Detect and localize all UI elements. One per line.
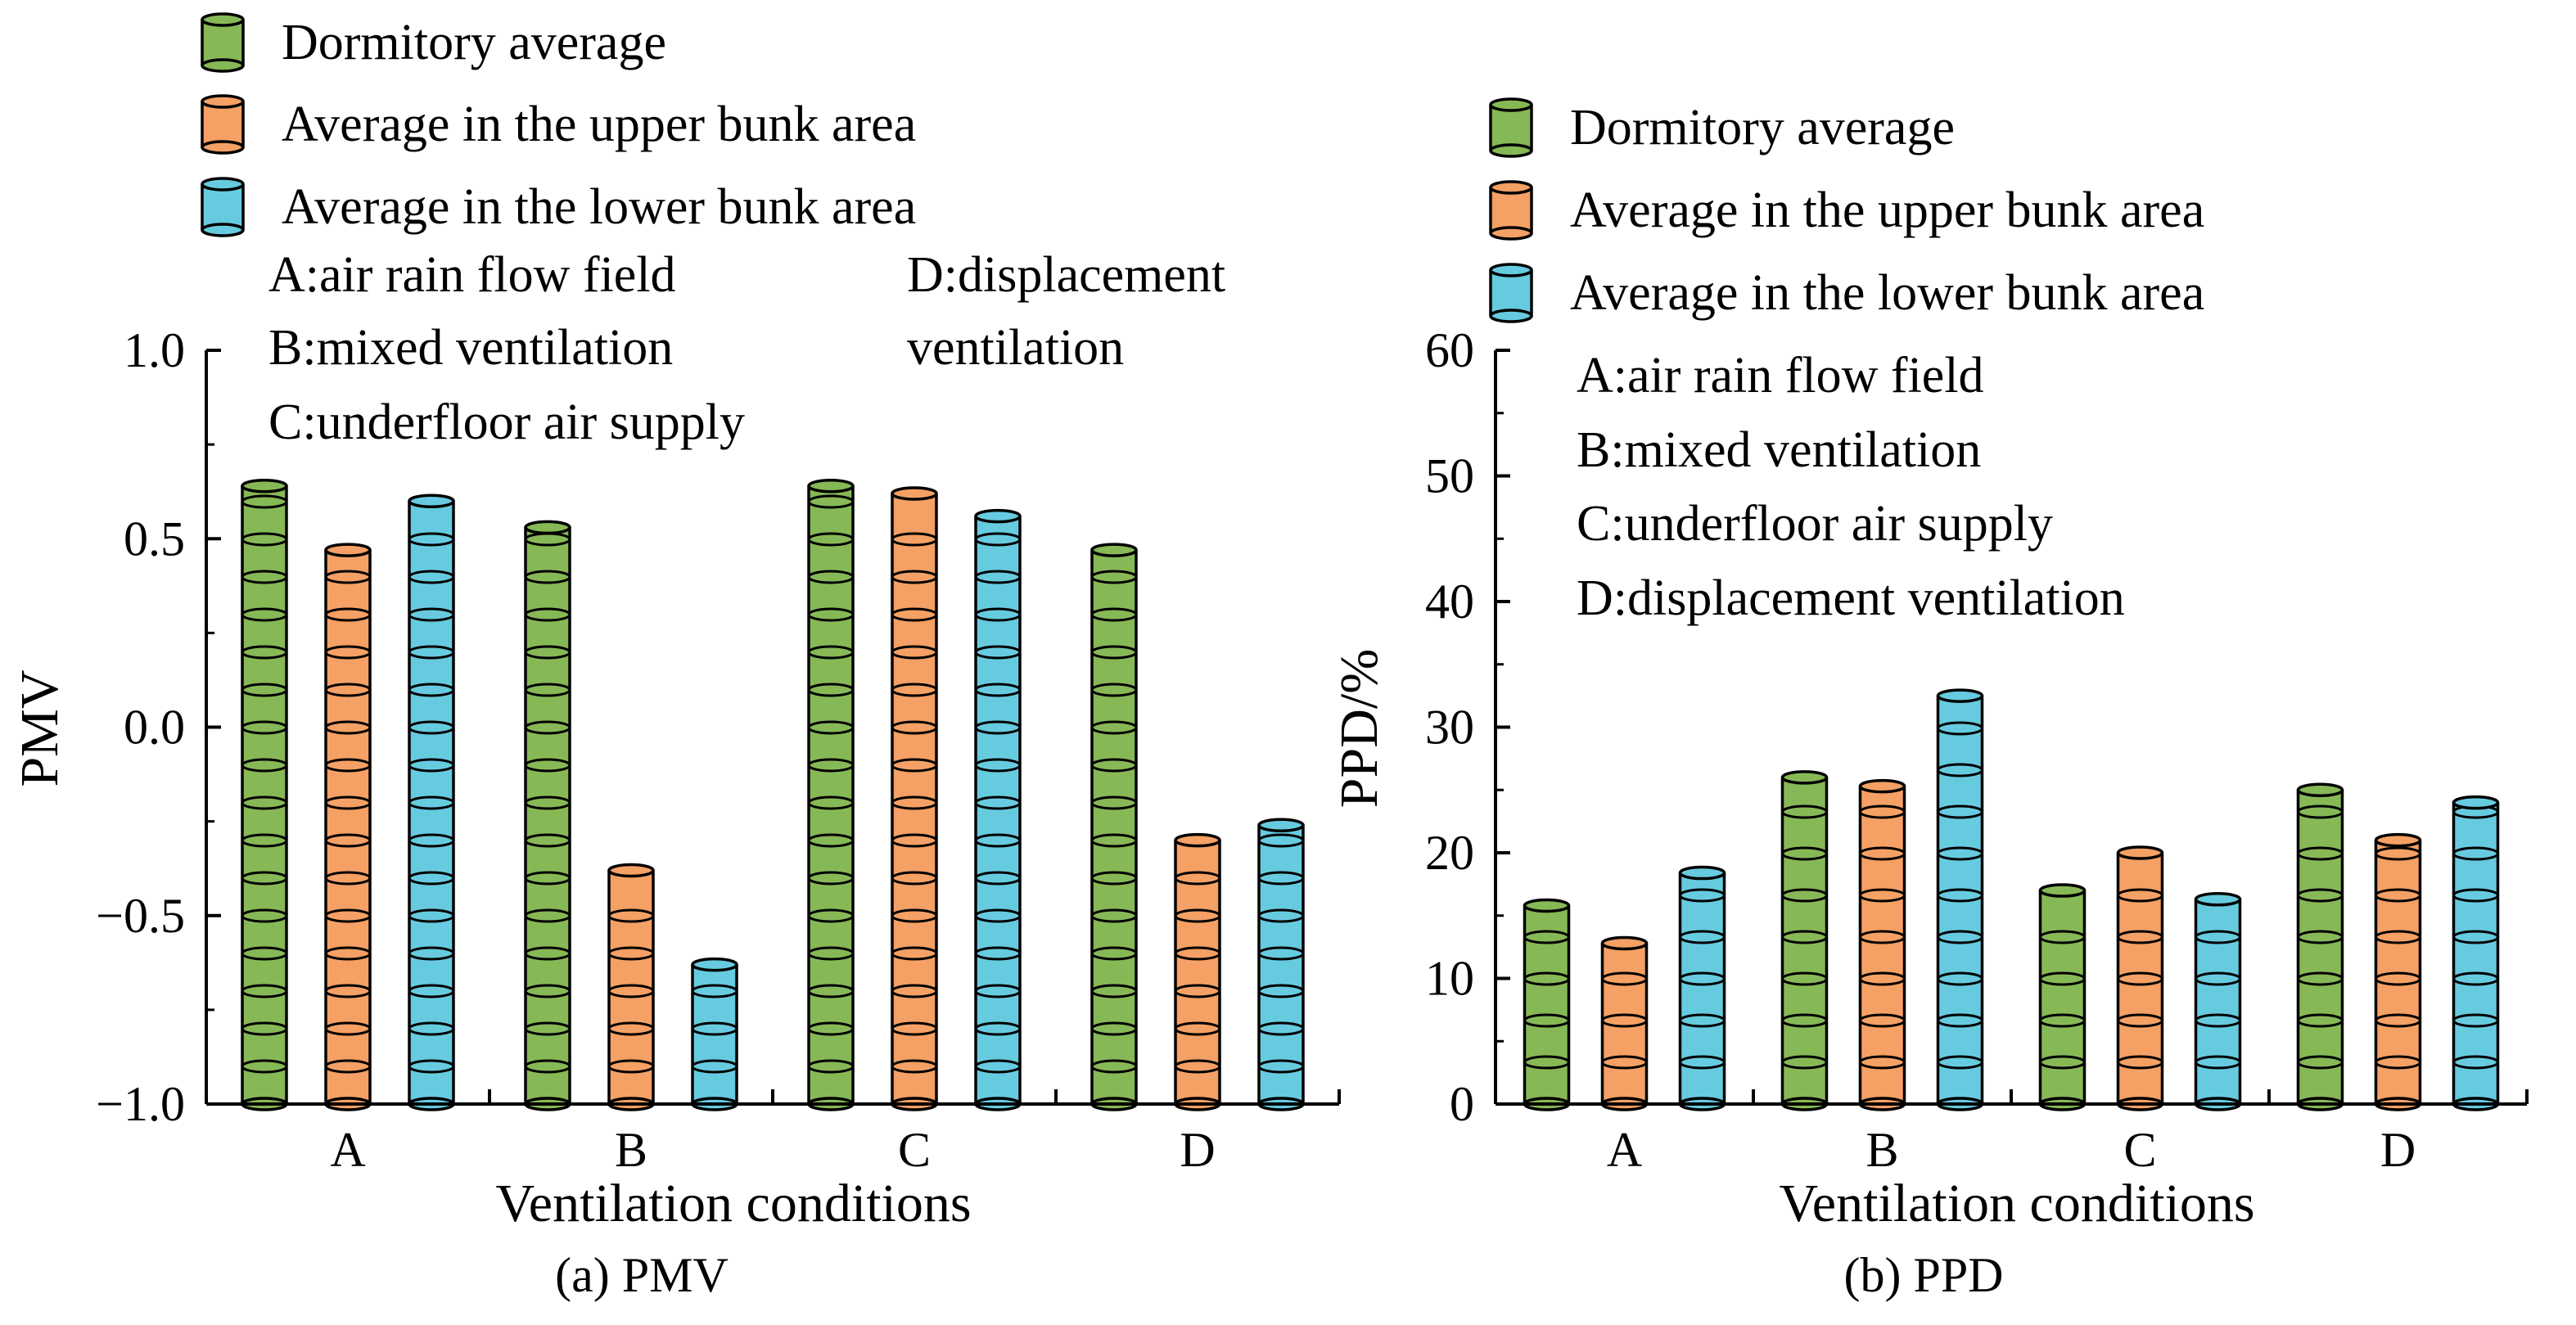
ppd-y-tick-label: 20 [1425,826,1474,880]
pmv-y-tick-label: 0.5 [124,512,185,566]
ppd-bar-d-lower [2452,795,2500,1111]
ppd-y-tick-label: 40 [1425,575,1474,629]
ppd-y-tick-label: 50 [1425,449,1474,503]
ppd-y-tick-label: 30 [1425,701,1474,755]
ppd-bar-a-lower [1678,865,1726,1111]
pmv-bar-d-dormitory [1090,543,1138,1111]
ppd-legend-label-lower: Average in the lower bunk area [1570,265,2204,321]
pmv-legend-label-dormitory: Dormitory average [282,15,666,70]
ppd-axes [1494,349,2529,1106]
pmv-y-tick-label: −1.0 [96,1077,185,1131]
pmv-legend: Dormitory average Average in the upper b… [201,12,916,237]
ppd-bar-b-upper [1858,778,1906,1111]
ppd-legend-swatch-dormitory-shape [1489,97,1533,158]
pmv-note-d-line2: ventilation [907,320,1124,376]
pmv-bar-b-dormitory [524,520,571,1111]
pmv-note-b: B:mixed ventilation [268,320,673,376]
ppd-x-tick-label-b: B [1865,1123,1898,1177]
pmv-note-d-line1: D:displacement [907,247,1225,303]
ppd-y-tick-label: 60 [1425,323,1474,377]
pmv-bar-a-lower [408,493,455,1111]
ppd-caption: (b) PPD [1843,1248,2003,1302]
pmv-x-tick-label-a: A [330,1123,365,1177]
ppd-bar-c-upper [2116,845,2164,1111]
pmv-y-axis-title: PMV [10,669,70,786]
ppd-bar-d-upper [2374,832,2422,1111]
pmv-legend-swatch-upper [201,94,245,155]
pmv-bar-d-upper [1174,832,1221,1111]
ppd-note-d: D:displacement ventilation [1577,570,2125,626]
pmv-bar-c-upper [891,486,938,1111]
pmv-tick-labels: 1.0 0.5 0.0 −0.5 −1.0 A B C D [96,323,1216,1177]
pmv-bar-a-upper [324,543,372,1111]
ppd-x-axis-title: Ventilation conditions [1779,1174,2254,1233]
ppd-bar-c-dormitory [2038,883,2087,1111]
pmv-note-a: A:air rain flow field [268,247,676,303]
pmv-x-tick-label-b: B [615,1123,647,1177]
ppd-tick-labels: 60 50 40 30 20 10 0 A B C D [1425,323,2416,1177]
pmv-axes [205,349,1341,1106]
pmv-x-tick-label-d: D [1180,1123,1215,1177]
ppd-x-tick-label-c: C [2123,1123,2156,1177]
ppd-x-tick-label-d: D [2380,1123,2416,1177]
pmv-note-c: C:underfloor air supply [268,394,745,450]
ppd-legend-swatch-upper [1489,180,1533,241]
ppd-note-c: C:underfloor air supply [1577,496,2053,552]
ppd-bar-d-dormitory [2296,782,2344,1111]
ppd-y-tick-label: 0 [1450,1077,1474,1131]
pmv-x-axis-title: Ventilation conditions [495,1174,971,1233]
ppd-y-axis-title: PPD/% [1329,649,1389,808]
ppd-legend-swatch-lower-shape [1489,263,1533,323]
pmv-bar-a-dormitory [241,479,288,1111]
ppd-bars [1523,688,2500,1111]
pmv-x-tick-label-c: C [898,1123,931,1177]
pmv-notes: A:air rain flow field B:mixed ventilatio… [268,247,1225,450]
pmv-legend-swatch-dormitory-shape [201,12,245,73]
ppd-legend-swatch-dormitory [1489,97,1533,158]
ppd-bar-c-lower [2194,892,2242,1111]
pmv-legend-label-upper: Average in the upper bunk area [282,97,916,152]
ppd-legend: Dormitory average Average in the upper b… [1489,97,2204,323]
pmv-bars [241,479,1305,1111]
pmv-bar-c-dormitory [807,479,855,1111]
ppd-bar-a-upper [1600,935,1649,1111]
pmv-legend-swatch-lower [201,177,245,237]
ppd-bar-b-dormitory [1780,770,1829,1111]
pmv-bar-d-lower [1257,818,1305,1111]
ppd-legend-swatch-lower [1489,263,1533,323]
ppd-notes: A:air rain flow field B:mixed ventilatio… [1577,348,2125,626]
pmv-legend-swatch-lower-shape [201,177,245,237]
pmv-bar-b-lower [691,957,738,1111]
ppd-x-tick-label-a: A [1607,1123,1642,1177]
pmv-bar-b-upper [607,863,655,1111]
pmv-y-tick-label: 1.0 [124,323,185,377]
pmv-bar-c-lower [974,508,1022,1111]
pmv-caption: (a) PMV [555,1248,729,1302]
ppd-note-a: A:air rain flow field [1577,348,1984,403]
ppd-legend-label-dormitory: Dormitory average [1570,100,1955,155]
ppd-chart: 60 50 40 30 20 10 0 A B C D Dormitory average Aver… [1329,97,2529,1302]
ppd-y-tick-label: 10 [1425,952,1474,1006]
pmv-y-tick-label: −0.5 [96,889,185,943]
ppd-legend-swatch-upper-shape [1489,180,1533,241]
pmv-legend-label-lower: Average in the lower bunk area [282,179,916,235]
ppd-bar-b-lower [1936,688,1984,1111]
pmv-y-tick-label: 0.0 [124,701,185,755]
ppd-bar-a-dormitory [1523,898,1571,1111]
pmv-legend-swatch-dormitory [201,12,245,73]
pmv-legend-swatch-upper-shape [201,94,245,155]
ppd-legend-label-upper: Average in the upper bunk area [1570,183,2204,238]
pmv-chart: 1.0 0.5 0.0 −0.5 −1.0 A B C D Dormitory average … [10,12,1341,1302]
ppd-note-b: B:mixed ventilation [1577,422,1981,478]
